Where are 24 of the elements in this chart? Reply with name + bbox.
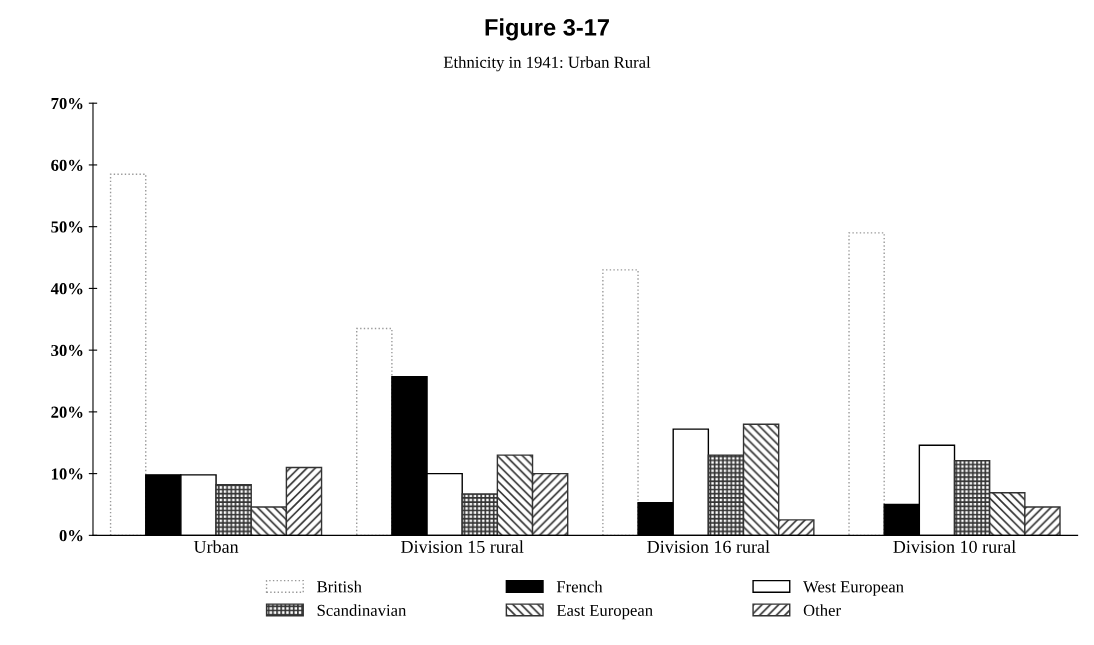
x-tick-label: Division 15 rural [401, 540, 524, 553]
legend-label: Other [803, 604, 841, 616]
legend-label: East European [556, 604, 653, 620]
legend-label: Scandinavian [317, 604, 407, 616]
y-tick-label: 20% [51, 406, 83, 418]
y-tick-label: 50% [51, 221, 83, 233]
chart-subtitle: Ethnicity in 1941: Urban Rural [443, 56, 651, 72]
chart-title: Figure 3-17 [485, 18, 609, 41]
legend-label: British [317, 580, 362, 593]
legend-label: West European [803, 581, 904, 596]
x-tick-label: Division 16 rural [647, 540, 770, 553]
y-tick-label: 0% [59, 530, 83, 542]
y-tick-label: 60% [51, 159, 83, 171]
bar [109, 173, 147, 536]
bar [356, 327, 393, 536]
legend-label: French [556, 580, 603, 593]
x-tick-label: Division 10 rural [893, 540, 1016, 553]
y-tick-label: 10% [51, 468, 83, 480]
bar [848, 232, 885, 536]
y-tick-label: 70% [51, 97, 83, 110]
y-tick-label: 30% [51, 344, 83, 357]
y-tick-label: 40% [50, 283, 83, 295]
bar [602, 269, 639, 536]
x-tick-label: Urban [193, 540, 239, 553]
